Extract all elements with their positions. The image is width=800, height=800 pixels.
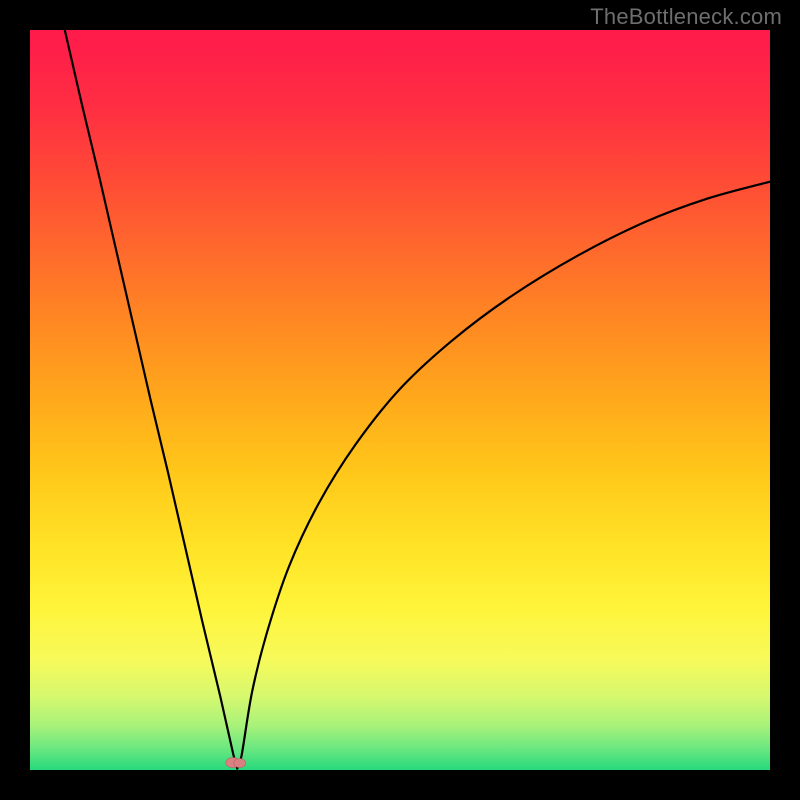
- minimum-marker: [226, 758, 246, 768]
- watermark-text: TheBottleneck.com: [590, 4, 782, 30]
- gradient-background: [30, 30, 770, 770]
- chart-container: TheBottleneck.com: [0, 0, 800, 800]
- chart-svg: [0, 0, 800, 800]
